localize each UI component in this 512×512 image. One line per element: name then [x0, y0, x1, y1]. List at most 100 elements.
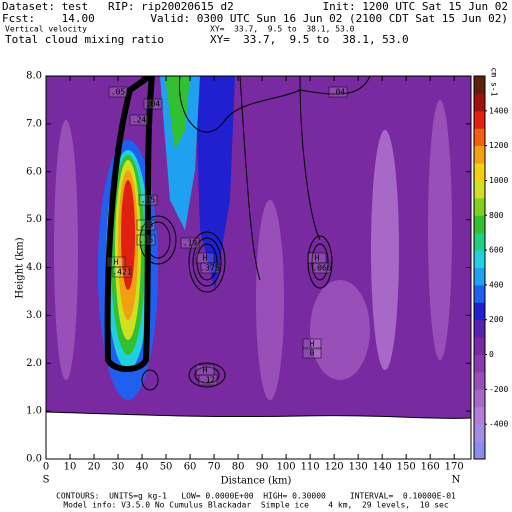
contour-label: .12 — [201, 376, 216, 385]
colorbar-swatch — [474, 76, 485, 94]
y-tick-label: 4.0 — [26, 262, 42, 273]
colorbar-swatch — [474, 284, 485, 303]
colorbar-swatch — [474, 215, 485, 234]
footer-model: Model info: V3.5.0 No Cumulus Blackadar … — [63, 501, 448, 510]
contour-label: H — [315, 254, 320, 263]
contour-label: .19 — [183, 239, 198, 248]
annotation-box — [302, 338, 322, 350]
field-shade — [310, 280, 370, 380]
colorbar-tick-label: 800 — [489, 211, 504, 220]
annotation-box — [312, 262, 332, 274]
contour-label: .375 — [200, 264, 219, 273]
annotation-box — [198, 374, 218, 386]
x-tick-label: 0 — [43, 462, 49, 473]
y-tick-label: 0.0 — [26, 454, 42, 465]
colorbar-swatch — [474, 267, 485, 286]
field-xy: XY= 33.7, 9.5 to 38.1, 53.0 — [210, 33, 409, 46]
x-tick-label: 90 — [256, 462, 269, 473]
field-shade — [160, 76, 200, 230]
x-tick-label: 40 — [136, 462, 149, 473]
annotation-box — [302, 347, 322, 359]
init: Init: 1200 UTC Sat 15 Jun 02 — [323, 0, 508, 13]
dataset: Dataset: test RIP: rip20020615 d2 — [2, 0, 234, 13]
y-tick-label: 6.0 — [26, 166, 42, 177]
terrain — [46, 412, 471, 459]
annotation-box — [200, 262, 220, 274]
x-end-left: S — [43, 475, 50, 486]
colorbar-tick-label: 400 — [489, 280, 504, 289]
colorbar-swatch — [474, 302, 485, 321]
field-xy: XY= 33.7, 9.5 to 38.1, 53.0 — [210, 25, 355, 34]
colorbar-swatch — [474, 110, 485, 129]
x-tick-label: 150 — [397, 462, 416, 473]
y-tick-label: 5.0 — [26, 214, 42, 225]
contour — [104, 76, 156, 372]
colorbar-swatch — [474, 197, 485, 216]
contour-label: 0 — [310, 349, 315, 358]
colorbar-swatch — [474, 389, 485, 408]
annotation-box — [143, 98, 163, 110]
colorbar-swatch — [474, 424, 485, 443]
contour-label: .04 — [146, 100, 161, 109]
contour-label: H — [203, 366, 208, 375]
field-shade — [256, 200, 284, 400]
x-tick-label: 170 — [445, 462, 464, 473]
y-axis-label: Height (km) — [15, 237, 26, 298]
x-tick-label: 10 — [64, 462, 77, 473]
colorbar-tick-label: 1400 — [489, 106, 508, 115]
annotation-box — [112, 266, 132, 278]
contour-label: .421 — [112, 268, 131, 277]
x-tick-label: 60 — [184, 462, 197, 473]
contour-label: .15 — [141, 196, 156, 205]
x-tick-label: 120 — [325, 462, 344, 473]
colorbar-tick-label: -400 — [489, 420, 508, 429]
field-name: Total cloud mixing ratio — [5, 33, 164, 46]
field-shade — [371, 130, 399, 370]
valid: Valid: 0300 UTC Sun 16 Jun 02 (2100 CDT … — [150, 12, 508, 25]
x-tick-label: 110 — [301, 462, 320, 473]
contour-label: .15 — [139, 236, 154, 245]
colorbar-swatch — [474, 319, 485, 338]
terrain-line — [46, 411, 471, 419]
contour-label: .05 — [111, 88, 126, 97]
field-shade — [195, 76, 235, 290]
contours — [139, 76, 371, 391]
colorbar-swatch — [474, 406, 485, 425]
fcst: Fcst: 14.00 — [2, 12, 95, 25]
x-end-right: N — [452, 475, 461, 486]
colorbar-swatch — [474, 337, 485, 356]
annotation-box — [136, 219, 156, 231]
x-tick-label: 100 — [277, 462, 296, 473]
contour-label: H — [114, 258, 119, 267]
annotation-box — [108, 86, 128, 98]
colorbar-tick-label: -200 — [489, 385, 508, 394]
annotation-box — [138, 194, 158, 206]
field-shade — [165, 76, 190, 150]
colorbar-frame — [473, 75, 486, 460]
contour-label: .24 — [132, 116, 147, 125]
field-shade — [428, 100, 452, 360]
contour-label: H — [203, 254, 208, 263]
x-tick-label: 130 — [349, 462, 368, 473]
colorbar-swatch — [474, 163, 485, 181]
annotation-box — [129, 114, 149, 126]
colorbar-swatch — [474, 250, 485, 268]
field — [46, 76, 471, 459]
annotation-box — [328, 86, 348, 98]
x-tick-label: 160 — [421, 462, 440, 473]
colorbar-swatch — [474, 128, 485, 147]
y-tick-label: 3.0 — [26, 310, 42, 321]
field-shade — [54, 120, 78, 380]
colorbar-swatch — [474, 441, 485, 460]
contour-label: .13 — [139, 221, 154, 230]
colorbar-label: cm s-1 — [490, 68, 499, 97]
colorbar-tick-label: 1200 — [489, 141, 508, 150]
y-tick-label: 2.0 — [26, 358, 42, 369]
x-tick-label: 20 — [88, 462, 101, 473]
y-tick-label: 1.0 — [26, 406, 42, 417]
field-shade — [121, 180, 135, 290]
y-tick-label: 8.0 — [26, 71, 42, 82]
contour-label: .066 — [312, 264, 331, 273]
footer-contours: CONTOURS: UNITS=g kg-1 LOW= 0.0000E+00 H… — [56, 492, 456, 501]
